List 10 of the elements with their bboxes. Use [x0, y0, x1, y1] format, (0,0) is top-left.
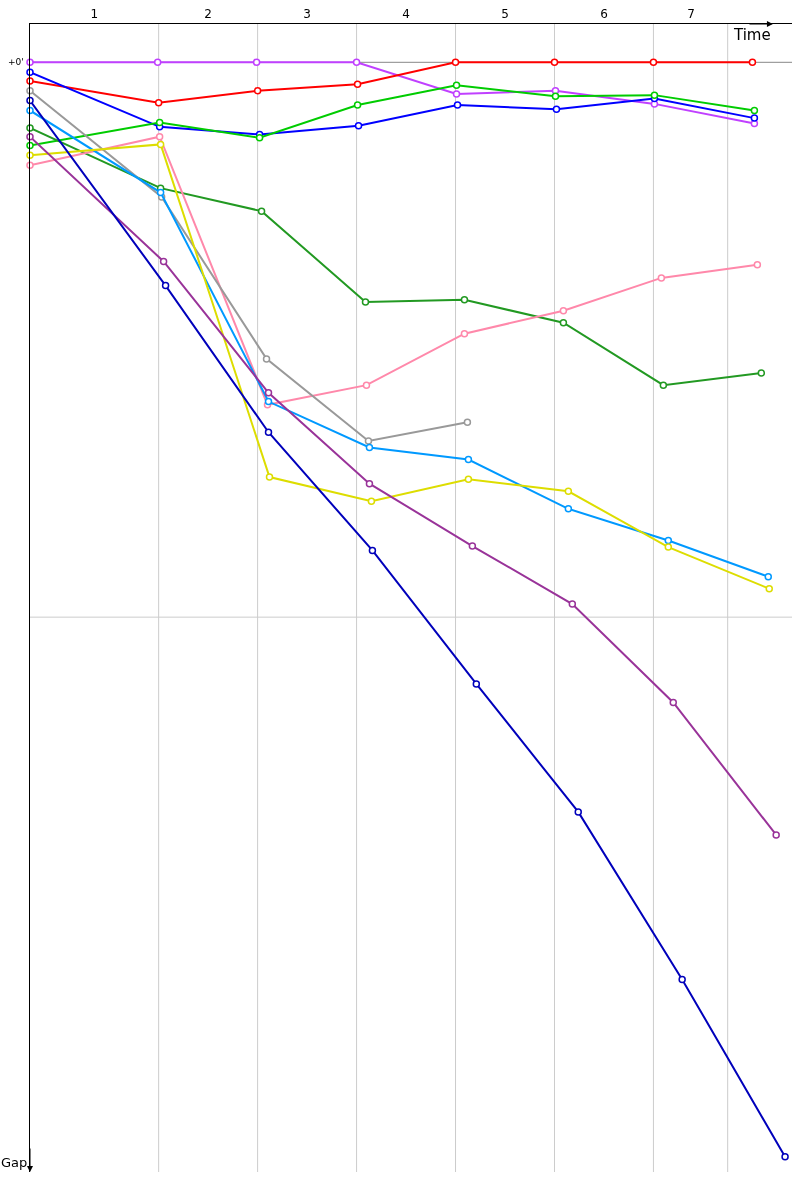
- x-tick-label: 2: [204, 7, 212, 22]
- x-tick-label: 7: [687, 7, 695, 22]
- x-tick-label: 6: [600, 7, 608, 22]
- x-tick-label: 5: [501, 7, 509, 22]
- x-axis-title: Time: [733, 26, 771, 44]
- annotation: +0': [8, 57, 24, 67]
- x-tick-label: 4: [402, 7, 410, 22]
- x-tick-label: 1: [90, 7, 99, 22]
- y-axis-title: Gap: [1, 1155, 28, 1170]
- x-tick-label: 3: [303, 7, 311, 22]
